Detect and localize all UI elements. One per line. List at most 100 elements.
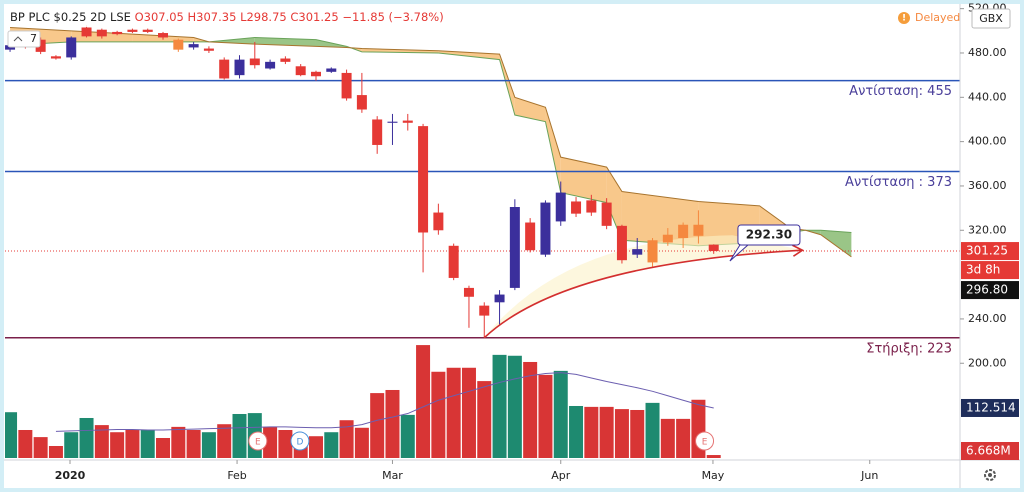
candle-body xyxy=(586,200,597,213)
header-bg xyxy=(6,7,494,27)
volume-bar xyxy=(354,427,369,458)
candle-body xyxy=(295,66,306,76)
callout-box xyxy=(737,224,801,246)
candle-body xyxy=(356,95,367,110)
close: C301.25 xyxy=(290,10,338,24)
settings-icon[interactable] xyxy=(984,469,996,481)
axes: Αντίσταση: 455 Αντίσταση : 373 Στήριξη: 22… xyxy=(55,2,1019,482)
candle-body xyxy=(662,234,673,243)
cloud-segment xyxy=(514,97,546,122)
y-tick-label: 440.00 xyxy=(968,90,1007,103)
candle-body xyxy=(158,33,169,38)
volume-bar xyxy=(217,424,232,458)
volume-bar xyxy=(507,355,522,458)
volume-bar xyxy=(584,406,599,458)
volume-label-box xyxy=(961,442,1019,460)
currency-button[interactable] xyxy=(971,8,1011,29)
cloud-segment xyxy=(560,157,607,203)
volume-bar xyxy=(599,406,614,458)
header: BP PLC $0.25 2D LSE O307.05 H307.35 L298… xyxy=(10,10,444,24)
candle-body xyxy=(494,294,505,303)
cloud-segment xyxy=(438,50,500,60)
indicator-count: 7 xyxy=(30,32,37,45)
second-price-label-box xyxy=(961,281,1019,300)
cloud-segment xyxy=(208,37,255,45)
candle-body xyxy=(540,202,551,255)
candle-body xyxy=(678,224,689,239)
volume-bar xyxy=(140,429,155,458)
volume-bar xyxy=(48,445,63,458)
second-price-label: 296.80 xyxy=(966,283,1008,297)
event-label: E xyxy=(702,438,708,448)
volume-bar xyxy=(461,367,476,458)
volume-label: 6.668M xyxy=(966,444,1011,458)
volume-ma-label-box xyxy=(961,398,1019,417)
trend-arrow xyxy=(483,249,803,339)
volume-bar xyxy=(64,432,79,458)
low: L298.75 xyxy=(240,10,287,24)
current-price-label: 301.25 xyxy=(966,244,1008,258)
volume-bar xyxy=(385,389,400,458)
candle-body xyxy=(280,58,291,62)
candle-body xyxy=(234,59,245,76)
event-label: E xyxy=(255,438,261,448)
candle-body xyxy=(341,72,352,99)
volume-bar xyxy=(477,381,492,458)
volume-bar xyxy=(416,345,431,458)
candle-body xyxy=(448,245,459,278)
candle-body xyxy=(433,212,444,231)
currency: GBX xyxy=(979,12,1003,25)
y-tick-label: 360.00 xyxy=(968,179,1007,192)
candle-body xyxy=(142,29,153,32)
candle-body xyxy=(555,192,566,222)
volume-bar xyxy=(201,432,216,458)
candle-body xyxy=(173,39,184,50)
event-label: D xyxy=(296,438,303,448)
x-tick-label: May xyxy=(702,469,725,482)
candle-body xyxy=(66,37,77,58)
volume-bar xyxy=(18,429,33,458)
volume-bar xyxy=(706,455,721,458)
cloud-segment xyxy=(820,230,852,257)
volume-bar xyxy=(523,361,538,458)
volume-ma-line xyxy=(55,372,714,432)
candle-body xyxy=(112,31,123,35)
high: H307.35 xyxy=(188,10,237,24)
candle-body xyxy=(249,58,260,66)
volume-bar xyxy=(538,374,553,458)
volume-bar xyxy=(79,417,94,458)
candle-body xyxy=(402,120,413,123)
volume-bar xyxy=(630,409,645,458)
candle-body xyxy=(708,244,719,252)
volume-bar xyxy=(278,429,293,458)
volume-bar xyxy=(492,354,507,458)
candle-body xyxy=(326,68,337,72)
event-marker xyxy=(695,431,715,451)
candle-body xyxy=(693,224,704,236)
callout-label: 292.30 xyxy=(746,227,792,241)
candle-body xyxy=(616,225,627,261)
volume-bar xyxy=(33,437,48,458)
candle-body xyxy=(188,44,199,48)
y-tick-label: 320.00 xyxy=(968,223,1007,236)
volume-bar xyxy=(370,393,385,458)
volume-bar xyxy=(431,371,446,458)
level-label: Στήριξη: 223 xyxy=(866,341,952,356)
event-marker xyxy=(248,431,268,451)
candle-body xyxy=(632,249,643,255)
y-tick-label: 200.00 xyxy=(968,356,1007,369)
candle-body xyxy=(418,126,429,233)
volume-bar xyxy=(569,405,584,458)
volume-bar xyxy=(645,402,660,458)
candle-body xyxy=(509,207,520,288)
volume-ma-label: 112.514 xyxy=(966,400,1016,414)
candle-body xyxy=(96,29,107,37)
candle-body xyxy=(647,240,658,263)
plot-area: 292.30 E D E xyxy=(5,25,960,458)
indicator-toggle[interactable] xyxy=(7,30,41,48)
status: Delayed xyxy=(915,11,960,24)
current-price-label-box xyxy=(961,242,1019,261)
candle-body xyxy=(372,119,383,145)
symbol: BP PLC xyxy=(10,10,50,24)
